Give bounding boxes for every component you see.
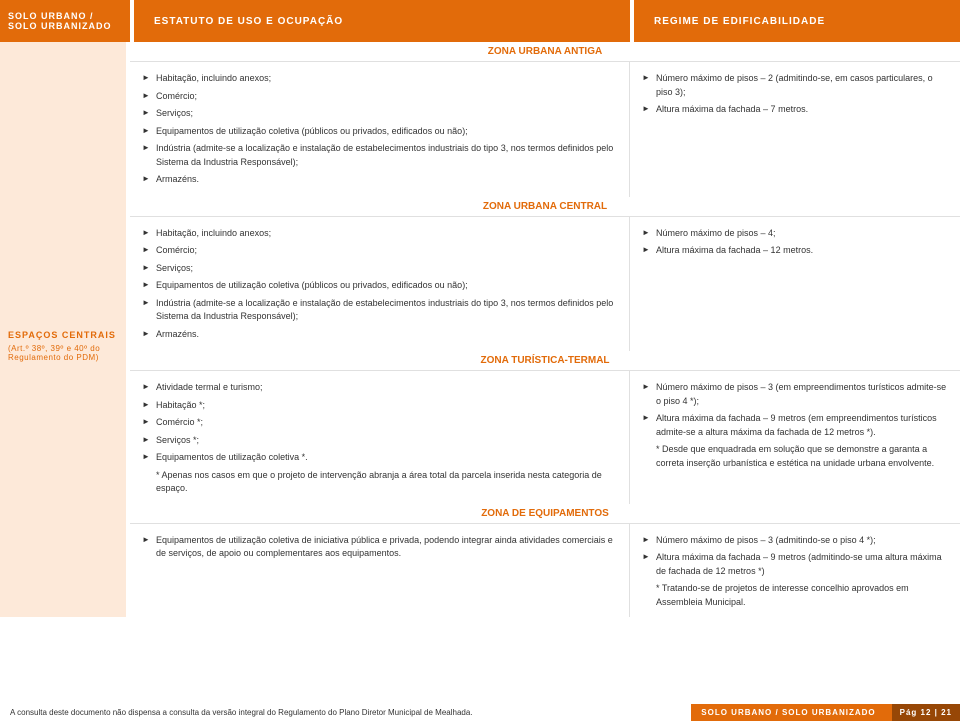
zone-termal-left-note: * Apenas nos casos em que o projeto de i…: [142, 467, 617, 496]
list-item: Comércio;: [142, 88, 617, 106]
list-item: Equipamentos de utilização coletiva de i…: [142, 532, 617, 563]
zone-termal-title: ZONA TURÍSTICA-TERMAL: [130, 351, 960, 370]
header-left: SOLO URBANO / SOLO URBANIZADO: [0, 0, 130, 42]
zone-antiga-row: Habitação, incluindo anexos; Comércio; S…: [130, 61, 960, 197]
zone-central-left: Habitação, incluindo anexos; Comércio; S…: [130, 217, 630, 352]
zone-termal-right: Número máximo de pisos – 3 (em empreendi…: [630, 371, 960, 504]
list-item: Altura máxima da fachada – 12 metros.: [642, 242, 948, 260]
list-item: Número máximo de pisos – 3 (admitindo-se…: [642, 532, 948, 550]
zone-central-row: Habitação, incluindo anexos; Comércio; S…: [130, 216, 960, 352]
zone-equip-title: ZONA DE EQUIPAMENTOS: [130, 504, 960, 523]
zone-antiga-right: Número máximo de pisos – 2 (admitindo-se…: [630, 62, 960, 197]
zone-equip-right-note: * Tratando-se de projetos de interesse c…: [642, 580, 948, 609]
zone-termal-left: Atividade termal e turismo; Habitação *;…: [130, 371, 630, 504]
zone-equip-row: Equipamentos de utilização coletiva de i…: [130, 523, 960, 618]
list-item: Habitação *;: [142, 397, 617, 415]
list-item: Indústria (admite-se a localização e ins…: [142, 295, 617, 326]
list-item: Habitação, incluindo anexos;: [142, 70, 617, 88]
header-left-line1: SOLO URBANO /: [8, 11, 122, 21]
list-item: Número máximo de pisos – 3 (em empreendi…: [642, 379, 948, 410]
zone-central-right: Número máximo de pisos – 4; Altura máxim…: [630, 217, 960, 352]
list-item: Comércio;: [142, 242, 617, 260]
list-item: Serviços;: [142, 260, 617, 278]
sidebar-subtitle: (Art.º 38º, 39º e 40º do Regulamento do …: [8, 344, 118, 362]
list-item: Armazéns.: [142, 326, 617, 344]
list-item: Atividade termal e turismo;: [142, 379, 617, 397]
list-item: Indústria (admite-se a localização e ins…: [142, 140, 617, 171]
footer-label: SOLO URBANO / SOLO URBANIZADO: [701, 708, 875, 717]
list-item: Equipamentos de utilização coletiva (púb…: [142, 123, 617, 141]
content: ZONA URBANA ANTIGA Habitação, incluindo …: [130, 42, 960, 617]
list-item: Número máximo de pisos – 2 (admitindo-se…: [642, 70, 948, 101]
footer: A consulta deste documento não dispensa …: [0, 700, 960, 724]
zone-equip-left: Equipamentos de utilização coletiva de i…: [130, 524, 630, 618]
sidebar-title: ESPAÇOS CENTRAIS: [8, 330, 118, 340]
list-item: Altura máxima da fachada – 9 metros (adm…: [642, 549, 948, 580]
list-item: Equipamentos de utilização coletiva (púb…: [142, 277, 617, 295]
zone-central-title: ZONA URBANA CENTRAL: [130, 197, 960, 216]
footer-disclaimer: A consulta deste documento não dispensa …: [0, 708, 691, 717]
list-item: Altura máxima da fachada – 9 metros (em …: [642, 410, 948, 441]
list-item: Número máximo de pisos – 4;: [642, 225, 948, 243]
zone-termal-right-note: * Desde que enquadrada em solução que se…: [642, 441, 948, 470]
zone-equip-right: Número máximo de pisos – 3 (admitindo-se…: [630, 524, 960, 618]
footer-page: Pág 12 | 21: [892, 704, 960, 721]
footer-right: SOLO URBANO / SOLO URBANIZADO Pág 12 | 2…: [691, 704, 960, 721]
header-mid: ESTATUTO DE USO E OCUPAÇÃO: [130, 0, 630, 42]
list-item: Serviços;: [142, 105, 617, 123]
zone-antiga-left: Habitação, incluindo anexos; Comércio; S…: [130, 62, 630, 197]
list-item: Serviços *;: [142, 432, 617, 450]
list-item: Comércio *;: [142, 414, 617, 432]
header-right: REGIME DE EDIFICABILIDADE: [630, 0, 960, 42]
zone-antiga-title: ZONA URBANA ANTIGA: [130, 42, 960, 61]
zone-termal-row: Atividade termal e turismo; Habitação *;…: [130, 370, 960, 504]
header-left-line2: SOLO URBANIZADO: [8, 21, 122, 31]
sidebar: ESPAÇOS CENTRAIS (Art.º 38º, 39º e 40º d…: [0, 42, 130, 617]
list-item: Altura máxima da fachada – 7 metros.: [642, 101, 948, 119]
list-item: Habitação, incluindo anexos;: [142, 225, 617, 243]
header-row: SOLO URBANO / SOLO URBANIZADO ESTATUTO D…: [0, 0, 960, 42]
list-item: Armazéns.: [142, 171, 617, 189]
list-item: Equipamentos de utilização coletiva *.: [142, 449, 617, 467]
main-row: ESPAÇOS CENTRAIS (Art.º 38º, 39º e 40º d…: [0, 42, 960, 617]
